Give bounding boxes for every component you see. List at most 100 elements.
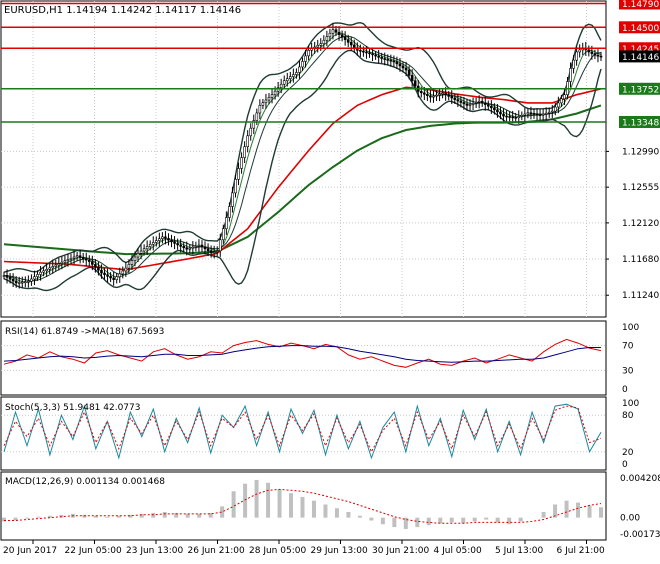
- level-price-label: 1.14500: [622, 24, 659, 34]
- candle-body: [234, 179, 237, 194]
- candle-body: [423, 92, 426, 95]
- candle-body: [535, 113, 539, 116]
- candle-body: [453, 97, 457, 100]
- candle-body: [81, 256, 85, 259]
- candle-body: [17, 282, 21, 284]
- candle-body: [30, 278, 33, 282]
- candle-body: [270, 94, 274, 98]
- candle-body: [444, 92, 447, 95]
- candle-body: [569, 68, 572, 82]
- candle-body: [386, 59, 390, 61]
- candle-body: [334, 29, 338, 33]
- ma-red-line: [3, 86, 602, 271]
- candle-body: [298, 66, 301, 73]
- candle-body: [575, 51, 578, 61]
- macd-y-tick-label: 0.00: [620, 514, 640, 524]
- x-tick-label: 5 Jul 13:00: [495, 546, 544, 556]
- main-title: EURUSD,H1 1.14194 1.14242 1.14117 1.1414…: [4, 5, 241, 16]
- candle-body: [292, 74, 295, 77]
- candle-body: [346, 39, 350, 43]
- candle-body: [176, 243, 179, 246]
- rsi-y-tick-label: 100: [622, 323, 639, 333]
- rsi_ma-line: [3, 345, 601, 363]
- y-tick-label: 1.11680: [622, 255, 659, 265]
- candle-body: [212, 251, 216, 253]
- candle-body: [109, 276, 112, 279]
- stoch-y-tick-label: 100: [622, 399, 639, 409]
- rsi-y-tick-label: 30: [622, 366, 634, 376]
- x-tick-label: 23 Jun 13:00: [126, 546, 183, 556]
- candle-body: [465, 103, 469, 106]
- candle-body: [352, 44, 356, 48]
- candle-body: [118, 273, 122, 278]
- y-tick-label: 1.12120: [622, 219, 659, 229]
- candle-body: [404, 67, 408, 71]
- candle-body: [599, 55, 603, 58]
- candle-body: [526, 112, 530, 115]
- candle-body: [267, 97, 271, 101]
- rsi-frame: [0, 320, 607, 396]
- x-tick-label: 28 Jun 05:00: [249, 546, 306, 556]
- x-tick-label: 30 Jun 21:00: [372, 546, 429, 556]
- candle-body: [161, 236, 164, 240]
- candle-body: [188, 247, 192, 250]
- band-upper-line: [3, 21, 602, 273]
- candle-body: [148, 243, 152, 247]
- candle-body: [179, 244, 182, 247]
- macd-panel[interactable]: 0.004208 0.00 -0.001734: [0, 471, 660, 541]
- candle-body: [316, 45, 320, 48]
- candle-body: [596, 54, 600, 57]
- candle-body: [490, 105, 493, 109]
- candle-body: [389, 59, 393, 62]
- candle-body: [331, 29, 335, 34]
- stoch-y-tick-label: 80: [622, 411, 634, 421]
- candle-body: [75, 255, 79, 258]
- rsi-panel[interactable]: 100 70 30 0: [0, 320, 639, 396]
- candle-body: [502, 113, 505, 117]
- macd-title: MACD(12,26,9) 0.001134 0.001468: [5, 477, 165, 487]
- candle-body: [496, 109, 499, 113]
- candle-body: [371, 53, 374, 56]
- candle-body: [480, 100, 484, 104]
- candle-body: [435, 94, 438, 97]
- candle-body: [57, 263, 61, 266]
- stochastic-panel[interactable]: 100 80 20 0: [0, 396, 639, 471]
- candle-body: [450, 96, 454, 99]
- candle-body: [368, 52, 371, 55]
- candle-body: [322, 39, 326, 45]
- candle-body: [78, 255, 82, 258]
- candle-body: [419, 91, 423, 94]
- candle-body: [593, 53, 597, 56]
- rsi-y-tick-label: 70: [622, 342, 634, 352]
- candle-body: [289, 76, 292, 79]
- candle-body: [72, 256, 76, 259]
- candle-body: [60, 261, 64, 264]
- main-price-panel[interactable]: 1.12990 1.12555 1.12120 1.11680 1.11240 1.147…: [0, 0, 660, 318]
- candle-body: [508, 116, 511, 118]
- candle-body: [170, 239, 173, 243]
- candle-body: [249, 127, 253, 137]
- candle-body: [514, 116, 518, 119]
- candle-body: [103, 272, 106, 275]
- candle-body: [203, 246, 207, 250]
- candle-body: [84, 258, 88, 261]
- stoch_main-line: [3, 403, 602, 460]
- candle-body: [590, 51, 594, 54]
- candle-body: [557, 102, 560, 108]
- candle-body: [173, 241, 176, 244]
- candle-body: [222, 228, 225, 241]
- candle-body: [36, 274, 39, 278]
- candle-body: [468, 104, 472, 106]
- candle-body: [462, 102, 466, 105]
- candle-body: [304, 55, 307, 62]
- candle-body: [471, 103, 475, 105]
- candle-body: [252, 120, 256, 129]
- candle-body: [139, 250, 143, 254]
- candle-body: [115, 276, 118, 280]
- candle-body: [5, 275, 9, 278]
- candle-body: [563, 94, 566, 100]
- candle-body: [550, 110, 554, 113]
- stoch-y-tick-label: 0: [622, 460, 628, 470]
